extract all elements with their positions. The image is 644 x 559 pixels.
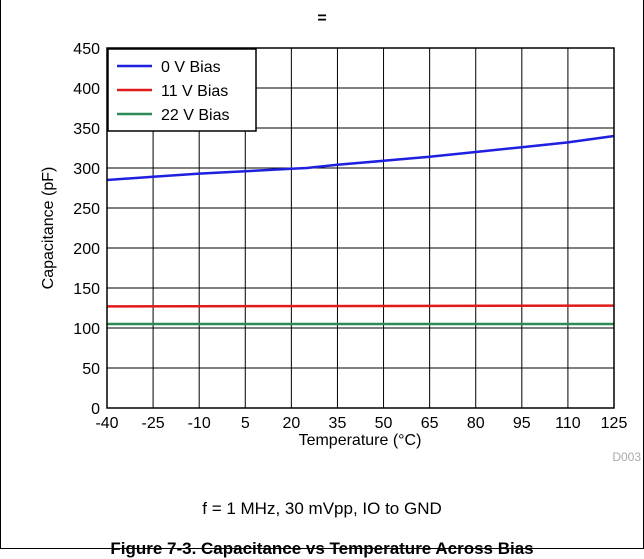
y-tick-label: 350 [73, 121, 100, 138]
x-tick-label: 5 [241, 415, 250, 432]
plot-area [106, 47, 615, 409]
figure-code: D003 [612, 450, 641, 464]
y-tick-label: 100 [73, 321, 100, 338]
y-tick-label: 50 [82, 361, 100, 378]
x-tick-labels: -40 -25 -10 5 20 35 50 65 80 95 110 125 [95, 415, 627, 432]
legend-label: 0 V Bias [161, 59, 221, 76]
header-mark: = [317, 10, 327, 27]
series-line-1 [106, 304, 615, 308]
y-tick-label: 400 [73, 81, 100, 98]
y-tick-labels: 0 50 100 150 200 250 300 350 400 450 [73, 41, 100, 418]
x-tick-label: -40 [95, 415, 118, 432]
x-tick-label: 80 [467, 415, 485, 432]
y-tick-label: 150 [73, 281, 100, 298]
x-tick-label: 35 [329, 415, 347, 432]
y-tick-label: 450 [73, 41, 100, 58]
capacitance-chart: -40 -25 -10 5 20 35 50 65 80 95 110 125 0 50 100 150 20… [40, 41, 641, 464]
figure-caption: Figure 7-3. Capacitance vs Temperature A… [110, 539, 534, 558]
chart-series [106, 134, 615, 326]
legend-label: 22 V Bias [161, 107, 229, 124]
x-tick-label: 125 [601, 415, 628, 432]
x-tick-label: 50 [375, 415, 393, 432]
x-tick-label: -25 [142, 415, 165, 432]
test-conditions: f = 1 MHz, 30 mVpp, IO to GND [202, 499, 442, 518]
legend: 0 V Bias 11 V Bias 22 V Bias [107, 48, 257, 132]
y-axis-label: Capacitance (pF) [40, 167, 57, 290]
x-axis-label: Temperature (°C) [299, 432, 422, 449]
y-tick-label: 250 [73, 201, 100, 218]
x-tick-label: 65 [421, 415, 439, 432]
y-tick-label: 200 [73, 241, 100, 258]
y-tick-label: 300 [73, 161, 100, 178]
x-tick-label: -10 [188, 415, 211, 432]
legend-label: 11 V Bias [161, 83, 228, 100]
x-tick-label: 20 [282, 415, 300, 432]
x-tick-label: 110 [555, 415, 581, 432]
x-tick-label: 95 [513, 415, 531, 432]
y-tick-label: 0 [91, 401, 100, 418]
series-line-0 [106, 134, 615, 182]
